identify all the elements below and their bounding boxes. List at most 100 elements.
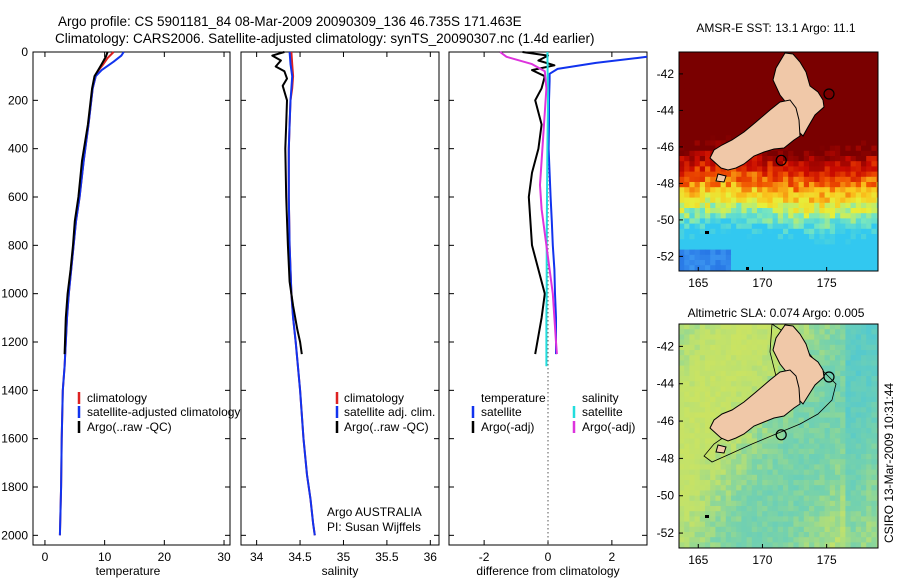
heatmap-cell [772,443,779,450]
heatmap-cell [762,192,768,198]
heatmap-cell [767,156,773,162]
heatmap-cell [689,344,695,351]
heatmap-cell [746,391,753,398]
heatmap-cell [767,506,773,512]
heatmap-cell [861,176,867,183]
heatmap-cell [876,532,878,538]
heatmap-cell [746,500,753,507]
heatmap-cell [783,192,789,198]
heatmap-cell [840,130,846,136]
heatmap-cell [757,57,763,63]
heatmap-cell [715,495,721,502]
heatmap-cell [777,365,784,372]
heatmap-cell [705,464,711,470]
heatmap-cell [829,213,836,219]
heatmap-cell [710,339,716,346]
heatmap-cell [809,218,815,224]
heatmap-cell [824,208,831,214]
heatmap-cell [861,407,867,413]
heatmap-cell [829,381,836,387]
heatmap-cell [757,360,763,366]
heatmap-cell [699,454,706,460]
heatmap-cell [871,166,877,172]
heatmap-cell [803,454,810,460]
heatmap-cell [679,370,685,377]
heatmap-cell [788,202,794,209]
heatmap-cell [746,454,753,460]
heatmap-cell [772,329,779,335]
heatmap-cell [829,386,836,392]
heatmap-cell [835,140,841,146]
heatmap-cell [855,532,862,538]
heatmap-cell [699,114,706,120]
heatmap-cell [715,490,721,496]
heatmap-cell [767,428,773,434]
heatmap-cell [861,197,867,204]
heatmap-cell [689,516,695,522]
heatmap-cell [861,57,867,63]
heatmap-cell [689,119,695,126]
heatmap-cell [845,78,851,84]
heatmap-cell [845,156,851,162]
heatmap-cell [876,244,878,250]
y-tick-label: 1600 [1,432,28,446]
heatmap-cell [824,490,831,496]
heatmap-cell [824,223,831,230]
heatmap-cell [866,516,872,522]
heatmap-cell [793,480,799,486]
heatmap-cell [845,52,851,58]
heatmap-cell [736,344,742,351]
heatmap-cell [840,260,846,266]
heatmap-cell [819,176,825,183]
heatmap-cell [746,161,753,167]
heatmap-cell [845,381,851,387]
heatmap-cell [829,433,836,439]
heatmap-cell [777,521,784,528]
heatmap-cell [731,506,737,512]
heatmap-cell [757,109,763,115]
heatmap-cell [689,474,695,481]
heatmap-cell [705,93,711,100]
heatmap-cell [725,334,732,340]
heatmap-cell [746,428,753,434]
heatmap-cell [736,83,742,89]
heatmap-cell [803,339,810,346]
heatmap-cell [725,511,732,517]
heatmap-cell [793,244,799,250]
heatmap-cell [777,526,784,533]
heatmap-cell [809,334,815,340]
heatmap-cell [798,135,805,141]
heatmap-cell [725,370,732,377]
heatmap-cell [705,480,711,486]
heatmap-cell [725,526,732,533]
heatmap-cell [757,355,763,361]
heatmap-cell [679,438,685,444]
heatmap-cell [694,537,701,543]
heatmap-cell [741,511,747,517]
heatmap-cell [777,542,784,548]
x-tick-label: 35.5 [375,550,399,564]
heatmap-cell [751,223,758,230]
heatmap-cell [746,459,753,465]
heatmap-cell [705,130,711,136]
heatmap-cell [819,83,825,89]
heatmap-cell [871,150,877,157]
heatmap-cell [694,239,701,245]
heatmap-cell [783,469,789,476]
heatmap-cell [855,228,862,235]
heatmap-cell [835,516,841,522]
heatmap-cell [824,197,831,204]
heatmap-cell [777,511,784,517]
heatmap-cell [850,490,857,496]
heatmap-cell [741,124,747,131]
heatmap-cell [819,135,825,141]
heatmap-cell [788,228,794,235]
heatmap-cell [855,407,862,413]
heatmap-cell [814,213,820,219]
heatmap-cell [829,98,836,105]
heatmap-cell [876,417,878,424]
heatmap-cell [767,511,773,517]
heatmap-cell [850,171,857,178]
heatmap-cell [824,218,831,224]
heatmap-cell [772,150,779,157]
